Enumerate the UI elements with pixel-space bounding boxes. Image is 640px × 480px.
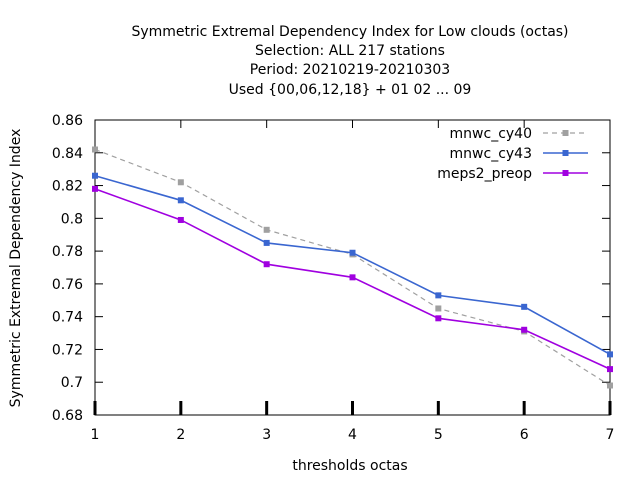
data-point xyxy=(435,315,442,322)
title-line-2: Selection: ALL 217 stations xyxy=(255,43,445,59)
x-tick-label: 6 xyxy=(520,427,529,443)
legend-label: mnwc_cy40 xyxy=(450,126,532,142)
y-tick-label: 0.74 xyxy=(52,310,83,326)
data-point xyxy=(177,179,184,186)
legend-label: mnwc_cy43 xyxy=(450,146,532,162)
data-point xyxy=(521,303,528,310)
data-point xyxy=(521,326,528,333)
title-line-3: Period: 20210219-20210303 xyxy=(250,62,450,78)
data-point xyxy=(607,382,613,389)
legend-marker xyxy=(562,130,569,136)
y-tick-label: 0.7 xyxy=(61,375,83,391)
chart-title: Symmetric Extremal Dependency Index for … xyxy=(131,24,568,98)
y-tick-label: 0.84 xyxy=(52,146,83,162)
legend: mnwc_cy40 mnwc_cy43 meps2_preop xyxy=(437,126,588,182)
x-axis-label: thresholds octas xyxy=(292,458,407,474)
title-line-1: Symmetric Extremal Dependency Index for … xyxy=(131,24,568,40)
data-point xyxy=(92,146,98,153)
data-point xyxy=(177,197,184,204)
y-tick-label: 0.76 xyxy=(52,277,83,293)
legend-label: meps2_preop xyxy=(437,166,532,182)
data-point xyxy=(435,292,442,299)
data-point xyxy=(435,305,442,312)
data-point xyxy=(92,185,98,192)
series-layer xyxy=(92,146,613,389)
y-axis-label: Symmetric Extremal Dependency Index xyxy=(8,129,24,408)
legend-marker xyxy=(562,170,569,176)
plot-frame xyxy=(94,119,611,416)
y-tick-label: 0.68 xyxy=(52,408,83,424)
data-point xyxy=(607,351,613,358)
axis-ticks: 0.68 0.7 0.72 0.74 0.76 0.78 0.8 0.82 0.84 0.86 1 2… xyxy=(52,113,615,443)
series-mnwc_cy40 xyxy=(92,146,613,389)
y-tick-label: 0.78 xyxy=(52,244,83,260)
data-point xyxy=(263,226,270,233)
y-tick-label: 0.72 xyxy=(52,342,83,358)
series-meps2_preop xyxy=(92,185,613,373)
series-mnwc_cy43 xyxy=(92,172,613,358)
x-tick-label: 5 xyxy=(434,427,443,443)
title-line-4: Used {00,06,12,18} + 01 02 ... 09 xyxy=(229,82,472,98)
data-point xyxy=(607,366,613,373)
data-point xyxy=(263,239,270,246)
y-tick-label: 0.8 xyxy=(61,211,83,227)
series-line xyxy=(94,148,611,387)
x-tick-label: 7 xyxy=(606,427,615,443)
y-tick-label: 0.86 xyxy=(52,113,83,129)
data-point xyxy=(349,249,356,256)
data-point xyxy=(92,172,98,179)
y-tick-label: 0.82 xyxy=(52,179,83,195)
data-point xyxy=(263,261,270,268)
data-point xyxy=(177,216,184,223)
x-tick-label: 4 xyxy=(348,427,357,443)
data-point xyxy=(349,274,356,281)
x-tick-label: 3 xyxy=(262,427,271,443)
x-tick-label: 1 xyxy=(91,427,100,443)
series-line xyxy=(94,174,611,356)
x-tick-label: 2 xyxy=(176,427,185,443)
legend-marker xyxy=(562,150,569,156)
